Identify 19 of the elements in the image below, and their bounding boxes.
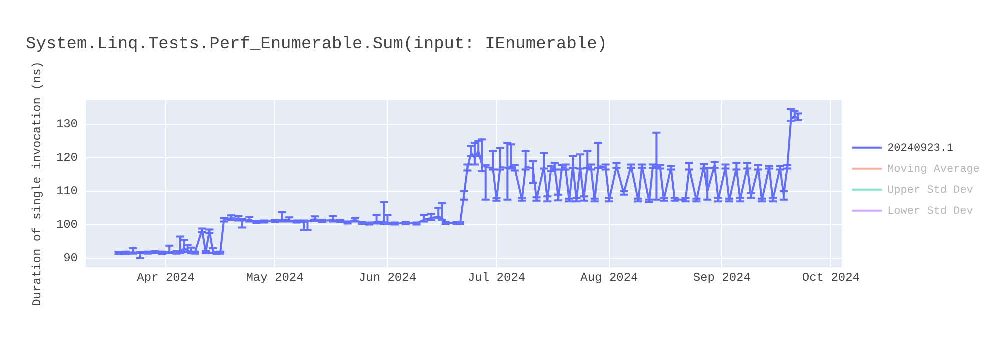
y-tick-label: 90: [64, 252, 78, 266]
legend-label: Upper Std Dev: [888, 184, 974, 197]
legend-label: 20240923.1: [888, 142, 954, 155]
x-tick-label: Jul 2024: [468, 270, 526, 285]
point: [560, 164, 571, 171]
chart-title: System.Linq.Tests.Perf_Enumerable.Sum(input: IEnumerable): [26, 36, 608, 55]
legend-label: Lower Std Dev: [888, 206, 974, 218]
x-tick-label: Apr 2024: [137, 270, 195, 285]
legend-label: Moving Average: [888, 164, 980, 176]
x-tick-label: May 2024: [246, 270, 304, 285]
y-axis-title: Duration of single invocation (ns): [30, 62, 44, 306]
y-tick-label: 110: [56, 184, 78, 199]
x-tick-label: Oct 2024: [802, 270, 860, 285]
x-tick-label: Jun 2024: [358, 270, 417, 285]
x-tick-label: Sep 2024: [693, 270, 751, 285]
y-tick-label: 100: [56, 218, 78, 232]
x-tick-label: Aug 2024: [580, 270, 638, 285]
y-tick-label: 120: [56, 151, 78, 166]
y-tick-label: 130: [56, 118, 78, 132]
